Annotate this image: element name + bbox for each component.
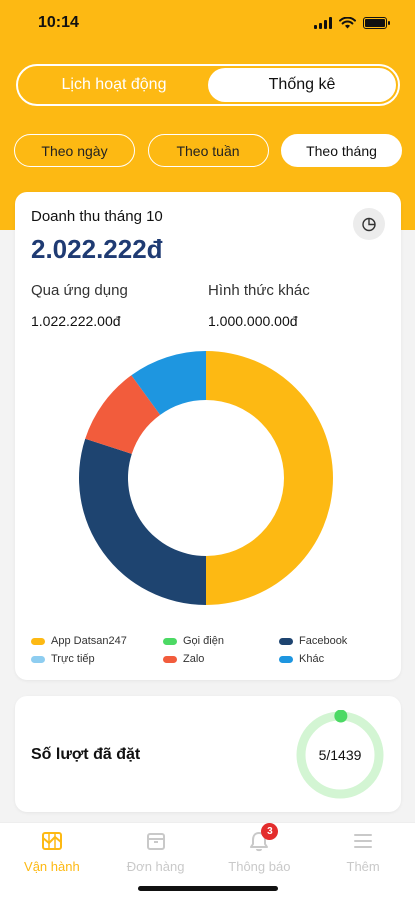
legend-swatch <box>31 637 45 645</box>
header-background <box>0 0 415 230</box>
bell-icon: 3 <box>247 823 279 853</box>
donut-slice-khác <box>131 351 206 415</box>
chart-type-button[interactable] <box>353 208 385 240</box>
menu-icon <box>351 829 375 853</box>
other-revenue-value: 1.000.000.00đ <box>208 313 298 329</box>
status-bar: 10:14 <box>0 0 415 46</box>
ring-progress <box>334 709 348 723</box>
legend-label: Zalo <box>183 653 205 665</box>
legend-item: Trực tiếp <box>31 652 163 666</box>
legend-swatch <box>163 655 177 663</box>
filter-by-day-button[interactable]: Theo ngày <box>14 134 135 167</box>
tab-orders[interactable]: Đơn hàng <box>104 823 208 900</box>
revenue-total: 2.022.222đ <box>31 234 163 264</box>
booking-label: Số lượt đã đặt <box>31 746 141 763</box>
app-revenue-label: Qua ứng dụng <box>31 282 128 299</box>
period-filter: Theo ngày Theo tuần Theo tháng <box>14 134 402 168</box>
legend-label: Trực tiếp <box>51 653 95 665</box>
tab-more-label: Thêm <box>346 859 380 874</box>
status-time: 10:14 <box>38 14 79 31</box>
legend-swatch <box>279 655 293 663</box>
legend-label: Gọi điện <box>183 635 224 647</box>
tab-orders-label: Đơn hàng <box>126 859 185 874</box>
legend-item: Gọi điện <box>163 634 279 648</box>
legend-label: App Datsan247 <box>51 635 127 647</box>
legend-swatch <box>279 637 293 645</box>
tab-more[interactable]: Thêm <box>311 823 415 900</box>
legend-item: Zalo <box>163 652 279 666</box>
tab-statistics[interactable]: Thống kê <box>208 68 396 102</box>
legend-label: Khác <box>299 653 325 665</box>
signal-icon <box>314 17 332 29</box>
other-revenue-label: Hình thức khác <box>208 282 310 299</box>
other-revenue: Hình thức khác 1.000.000.00đ <box>208 282 310 329</box>
donut-slice-zalo <box>85 375 161 454</box>
filter-by-month-button[interactable]: Theo tháng <box>281 134 402 167</box>
booking-card: Số lượt đã đặt 5/1439 <box>15 696 401 812</box>
filter-by-week-button[interactable]: Theo tuần <box>147 134 269 167</box>
legend-item: Khác <box>279 652 385 666</box>
legend-swatch <box>163 637 177 645</box>
wifi-icon <box>339 17 356 29</box>
pie-chart-icon <box>362 217 376 232</box>
booking-progress-ring: 5/1439 <box>295 709 385 800</box>
legend-label: Facebook <box>299 635 348 647</box>
revenue-donut-chart <box>78 350 334 606</box>
map-icon <box>40 829 64 853</box>
legend-item: Facebook <box>279 634 385 648</box>
chart-legend: App Datsan247 Gọi điện Facebook Trực tiếp Za… <box>31 634 385 666</box>
box-icon <box>144 829 168 853</box>
status-icons <box>314 17 390 29</box>
donut-slice-app-datsan247 <box>206 351 333 605</box>
tab-notifications-label: Thông báo <box>228 859 291 874</box>
booking-count: 5/1439 <box>319 747 362 763</box>
legend-swatch <box>31 655 45 663</box>
battery-icon <box>363 17 390 29</box>
tab-activity-schedule[interactable]: Lịch hoạt động <box>61 76 167 93</box>
legend-item: App Datsan247 <box>31 634 163 648</box>
revenue-title: Doanh thu tháng 10 <box>31 208 163 225</box>
revenue-card: Doanh thu tháng 10 2.022.222đ Qua ứng dụ… <box>15 192 401 680</box>
bottom-tab-bar: Vận hành Đơn hàng 3 Thông báo Thêm <box>0 822 415 900</box>
notification-badge: 3 <box>261 823 279 840</box>
tab-operations-label: Vận hành <box>24 859 80 874</box>
tab-notifications[interactable]: 3 Thông báo <box>208 823 312 900</box>
home-indicator <box>138 886 278 891</box>
app-revenue: Qua ứng dụng 1.022.222.00đ <box>31 282 128 329</box>
tab-operations[interactable]: Vận hành <box>0 823 104 900</box>
view-switcher: Lịch hoạt động Thống kê <box>16 64 400 106</box>
donut-slice-facebook <box>78 438 206 605</box>
app-revenue-value: 1.022.222.00đ <box>31 313 121 329</box>
